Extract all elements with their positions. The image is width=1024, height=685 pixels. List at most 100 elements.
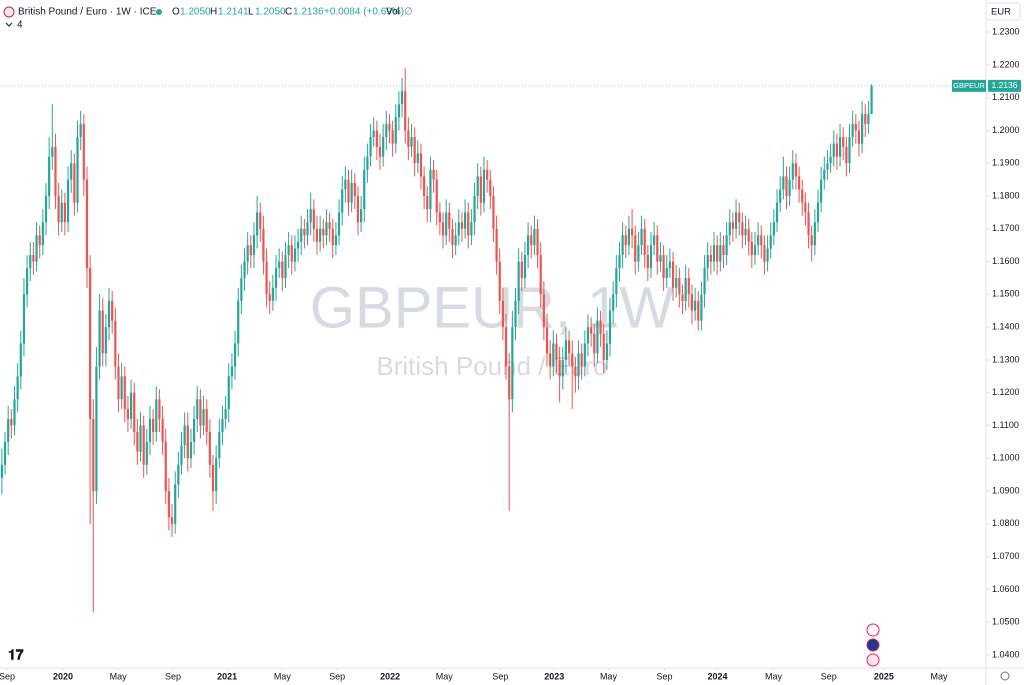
candle-body	[665, 268, 668, 278]
candle-body	[174, 484, 177, 524]
candle-body	[271, 287, 274, 301]
candle-body	[82, 123, 85, 180]
candle-body	[423, 176, 426, 197]
candle-body	[57, 196, 60, 223]
candle-body	[753, 245, 757, 256]
market-status	[156, 9, 162, 15]
candle-body	[155, 399, 158, 433]
candle-body	[13, 399, 16, 426]
indicators-count[interactable]: 4	[17, 20, 23, 31]
candle-body	[129, 392, 133, 419]
candle-body	[703, 268, 706, 295]
candle-body	[400, 91, 404, 105]
candle-body	[51, 146, 54, 157]
candle-body	[98, 310, 101, 367]
candle-body	[85, 179, 89, 269]
candle-body	[539, 255, 542, 295]
candle-body	[624, 235, 627, 246]
candle-body	[319, 228, 322, 242]
candle-body	[360, 209, 363, 223]
candle-body	[489, 179, 492, 197]
x-tick-label: 2020	[53, 671, 73, 681]
candle-body	[637, 245, 640, 262]
candle-body	[243, 261, 246, 278]
currency-button[interactable]	[985, 2, 1021, 21]
candle-body	[448, 212, 451, 229]
candle-body	[224, 409, 227, 419]
candle-body	[416, 153, 419, 164]
event-icon[interactable]	[866, 623, 880, 637]
candle-body	[114, 320, 117, 367]
candle-body	[709, 255, 712, 262]
event-icon[interactable]	[866, 638, 880, 652]
x-tick-label: Sep	[0, 671, 15, 681]
candle-body	[816, 202, 820, 223]
candle-body	[142, 425, 145, 465]
candle-body	[29, 255, 32, 269]
candle-body	[747, 228, 750, 242]
candle-body	[772, 222, 775, 236]
candle-body	[369, 137, 372, 157]
settings-button[interactable]	[1000, 671, 1010, 681]
x-tick-label: Sep	[821, 671, 837, 681]
candle-body	[32, 255, 35, 262]
candle-body	[136, 432, 139, 452]
candle-body	[306, 222, 309, 236]
candle-body	[486, 169, 489, 180]
candle-body	[25, 268, 29, 295]
candle-body	[482, 169, 486, 203]
candle-body	[60, 202, 63, 223]
candle-body	[627, 228, 631, 246]
candle-body	[79, 123, 82, 138]
candle-body	[586, 327, 590, 344]
candle-body	[615, 268, 618, 295]
candle-body	[593, 333, 596, 354]
candle-body	[89, 268, 92, 419]
candle-body	[552, 343, 555, 367]
candle-body	[117, 366, 120, 400]
candle-body	[92, 418, 95, 492]
candle-body	[574, 366, 577, 377]
candle-body	[394, 117, 397, 144]
y-tick-label: 1.1500	[992, 289, 1020, 299]
candle-body	[341, 189, 344, 213]
candle-body	[602, 333, 605, 360]
tradingview-logo[interactable]: 𝟏𝟕	[8, 647, 24, 663]
candle-body	[571, 353, 574, 367]
candle-body	[227, 376, 230, 410]
candle-body	[867, 114, 870, 124]
candle-body	[857, 130, 861, 144]
candle-body	[530, 235, 533, 246]
candle-body	[419, 153, 423, 177]
candle-body	[618, 255, 621, 269]
candle-body	[463, 212, 467, 229]
y-tick-label: 1.0800	[992, 518, 1020, 528]
last-price-box	[988, 79, 1021, 92]
candle-body	[164, 441, 167, 492]
candle-body	[634, 235, 637, 262]
symbol-title[interactable]: British Pound / Euro · 1W · ICE	[18, 7, 157, 18]
candle-body	[356, 196, 360, 223]
event-icon[interactable]	[866, 653, 880, 667]
candle-body	[441, 222, 445, 236]
candle-body	[63, 202, 67, 223]
watermark-symbol: GBPEUR, 1W	[310, 275, 674, 340]
y-tick-label: 1.0500	[992, 617, 1020, 627]
candle-body	[520, 261, 523, 278]
candle-body	[303, 228, 306, 236]
candle-body	[375, 130, 378, 147]
indicators-toggle[interactable]	[5, 22, 13, 27]
candle-body	[779, 189, 782, 203]
candle-body	[782, 176, 785, 190]
candle-body	[457, 222, 460, 236]
candle-body	[832, 143, 835, 157]
candle-body	[580, 353, 583, 367]
candle-body	[259, 212, 262, 229]
y-tick-label: 1.1100	[992, 420, 1019, 430]
candle-body	[788, 179, 791, 197]
candle-body	[350, 182, 353, 203]
candle-body	[252, 235, 256, 256]
currency[interactable]: EUR	[991, 7, 1011, 18]
candle-body	[662, 255, 665, 278]
candle-body	[533, 228, 536, 246]
